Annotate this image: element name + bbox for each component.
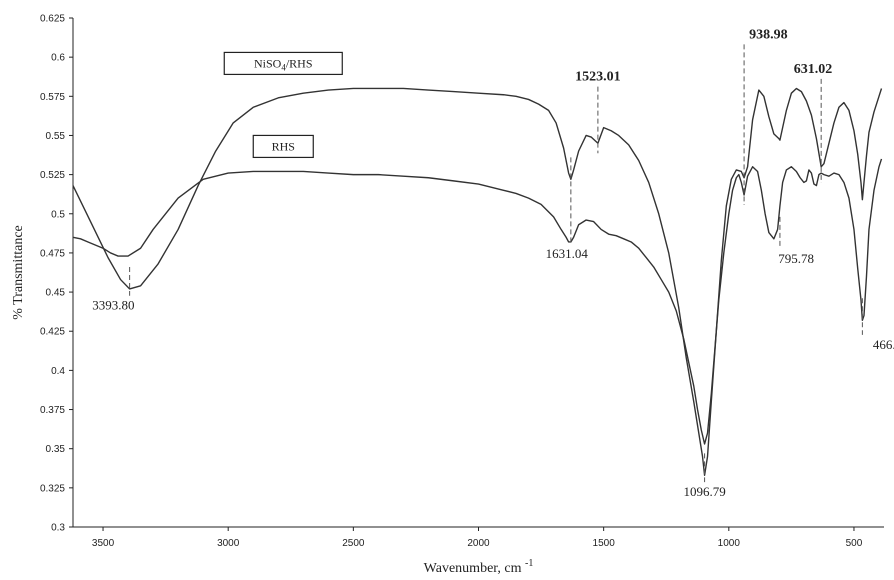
y-tick-label: 0.375: [40, 405, 65, 416]
legend-box: [223, 51, 343, 76]
y-tick-label: 0.625: [40, 14, 65, 25]
series-line-rhs: [72, 158, 883, 445]
y-ticks: 0.3 0.325 0.35 0.375 0.4 0.425 0.45 0.475 0.5 0.5…: [40, 14, 73, 534]
legend-label: RHS: [272, 139, 295, 153]
annotation-label: 1096.79: [683, 484, 725, 499]
y-tick-label: 0.325: [40, 483, 65, 494]
y-tick-label: 0.55: [46, 131, 66, 142]
legends: NiSO4/RHS RHS: [223, 51, 343, 159]
x-axis-title-sup: -1: [525, 558, 533, 569]
x-axis-title-main: Wavenumber, cm: [424, 561, 522, 576]
y-tick-label: 0.6: [51, 53, 65, 64]
y-tick-label: 0.475: [40, 248, 65, 259]
y-tick-label: 0.525: [40, 170, 65, 181]
annotation-label: 466.38: [873, 337, 894, 352]
y-tick-label: 0.575: [40, 92, 65, 103]
x-tick-label: 500: [846, 538, 863, 549]
legend-rhs: RHS: [252, 134, 314, 159]
y-axis-title: % Transmittance: [11, 225, 26, 320]
x-ticks: 3500 3000 2500 2000 1500 1000 500: [92, 527, 863, 549]
x-tick-label: 2000: [467, 538, 490, 549]
x-tick-label: 1500: [593, 538, 616, 549]
x-tick-label: 1000: [718, 538, 741, 549]
y-tick-label: 0.425: [40, 327, 65, 338]
y-tick-label: 0.3: [51, 523, 65, 534]
x-tick-label: 3500: [92, 538, 115, 549]
annotation-label: 631.02: [794, 62, 833, 77]
legend-niso4-rhs: NiSO4/RHS: [223, 51, 343, 76]
x-axis-title: Wavenumber, cm -1: [424, 558, 534, 576]
series-line-niso4-rhs: [72, 87, 883, 477]
y-tick-label: 0.4: [51, 366, 65, 377]
annotation-label: 795.78: [778, 251, 814, 266]
annotation-label: 938.98: [749, 27, 788, 42]
series: [72, 87, 883, 477]
x-tick-label: 3000: [217, 538, 240, 549]
legend-box: [252, 134, 314, 159]
y-tick-label: 0.45: [46, 288, 66, 299]
y-tick-label: 0.5: [51, 209, 65, 220]
annotation-label: 3393.80: [92, 298, 134, 313]
legend-label: NiSO4/RHS: [254, 56, 313, 72]
annotation-label: 1523.01: [575, 70, 621, 85]
y-tick-label: 0.35: [46, 444, 66, 455]
annotations: 3393.80 1631.04 1523.01 1096.79 938.98 795.78…: [92, 27, 894, 499]
x-tick-label: 2500: [342, 538, 365, 549]
annotation-label: 1631.04: [546, 246, 589, 261]
